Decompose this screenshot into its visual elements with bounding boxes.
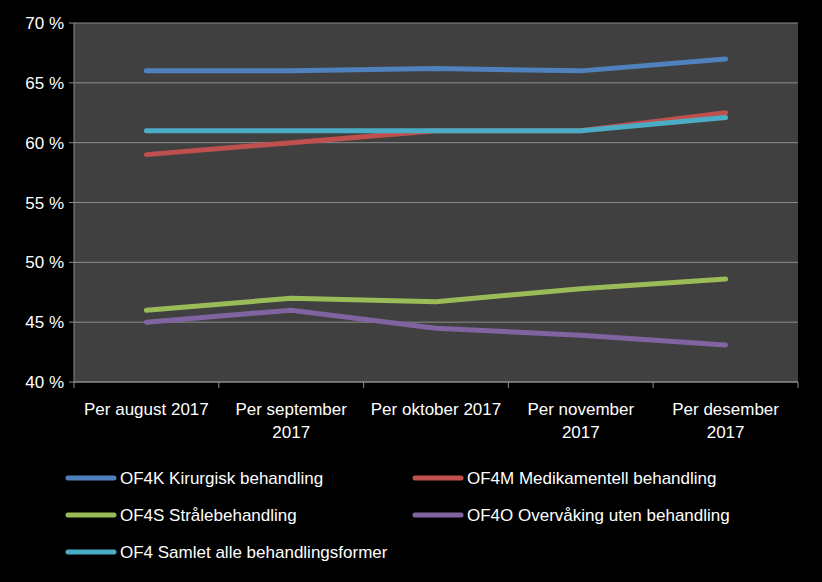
grid-line [74,142,798,143]
series-line [146,310,725,345]
y-tick-label: 50 % [25,253,64,272]
grid-line [74,262,798,263]
series-line [146,113,725,155]
series-line [146,279,725,310]
y-tick-label: 65 % [25,74,64,93]
x-tick-label: Per november 2017 [527,400,634,442]
series-line [146,59,725,71]
y-tick [69,262,74,263]
y-tick [69,202,74,203]
grid-line [74,82,798,83]
legend-label: OF4S Strålebehandling [120,506,297,525]
x-tick-label-line: 2017 [272,423,310,442]
x-axis [74,382,798,383]
x-tick [508,382,509,388]
x-tick-label-line: 2017 [707,423,745,442]
legend-swatch [68,476,114,481]
x-tick-label-line: 2017 [562,423,600,442]
grid-line [74,23,798,24]
plot-area [74,23,798,382]
y-tick [69,382,74,383]
y-tick-label: 55 % [25,194,64,213]
x-tick-label: Per august 2017 [84,400,209,419]
x-tick-label: Per desember 2017 [672,400,779,442]
y-tick-label: 60 % [25,134,64,153]
series-group [146,59,725,345]
legend-label: OF4K Kirurgisk behandling [120,469,323,488]
x-tick [653,382,654,388]
x-tick-label-line: Per desember [672,400,779,419]
legend-swatch [68,550,114,555]
background [0,0,822,582]
grid-line [74,322,798,323]
y-tick [69,23,74,24]
legend-swatch [68,513,114,518]
legend-label: OF4 Samlet alle behandlingsformer [120,543,388,562]
grid-line [74,382,798,383]
legend-swatch [415,513,461,518]
x-tick-label-line: Per november [527,400,634,419]
x-tick [798,382,799,388]
chart: 40 % 45 % 50 % 55 % 60 % 65 % 70 % Per august 2… [0,0,822,582]
y-tick [69,322,74,323]
x-tick [74,382,75,388]
series-line [146,118,725,131]
y-tick-label: 45 % [25,313,64,332]
x-tick [363,382,364,388]
y-tick [69,82,74,83]
y-tick [69,142,74,143]
grid-line [74,202,798,203]
y-axis [74,23,75,382]
y-tick-label: 40 % [25,373,64,392]
x-tick-label: Per oktober 2017 [371,400,501,419]
x-tick [218,382,219,388]
legend-label: OF4O Overvåking uten behandling [467,506,730,525]
y-tick-label: 70 % [25,14,64,33]
legend-label: OF4M Medikamentell behandling [467,469,716,488]
legend-swatch [415,476,461,481]
x-tick-label: Per september 2017 [235,400,347,442]
x-tick-label-line: Per september [235,400,347,419]
